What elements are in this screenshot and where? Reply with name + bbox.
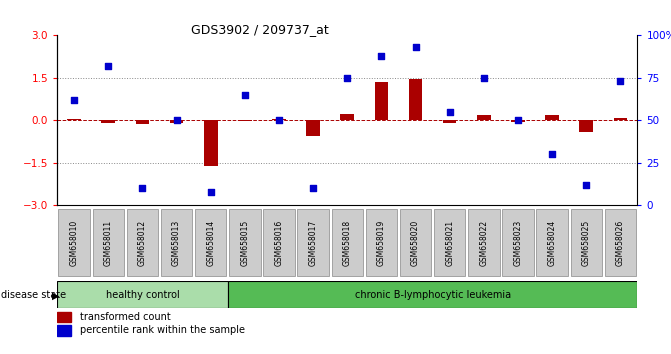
Text: GSM658019: GSM658019 [377, 219, 386, 266]
Text: GSM658014: GSM658014 [206, 219, 215, 266]
Text: GSM658025: GSM658025 [582, 219, 590, 266]
Bar [57, 281, 227, 308]
Bar [580, 120, 593, 132]
Bar [331, 209, 363, 276]
Text: GSM658021: GSM658021 [445, 219, 454, 266]
Text: GSM658016: GSM658016 [274, 219, 283, 266]
Text: GSM658017: GSM658017 [309, 219, 317, 266]
Text: GSM658012: GSM658012 [138, 219, 147, 266]
Bar [536, 209, 568, 276]
Point [103, 63, 113, 69]
Text: GSM658010: GSM658010 [70, 219, 79, 266]
Bar [468, 209, 499, 276]
Bar [570, 209, 602, 276]
Point [205, 189, 216, 195]
Text: ▶: ▶ [52, 291, 59, 301]
Bar [374, 82, 389, 120]
Text: percentile rank within the sample: percentile rank within the sample [81, 325, 246, 336]
Bar [409, 79, 422, 120]
Bar [58, 209, 90, 276]
Bar [67, 119, 81, 120]
Bar [161, 209, 192, 276]
Bar [366, 209, 397, 276]
Text: GDS3902 / 209737_at: GDS3902 / 209737_at [191, 23, 329, 36]
Point [240, 92, 250, 98]
Text: disease state: disease state [1, 290, 66, 299]
Bar [204, 120, 217, 166]
Bar [605, 209, 636, 276]
Text: GSM658024: GSM658024 [548, 219, 557, 266]
Point [274, 118, 285, 123]
Point [547, 152, 558, 157]
Text: GSM658026: GSM658026 [616, 219, 625, 266]
Bar [93, 209, 124, 276]
Text: GSM658018: GSM658018 [343, 219, 352, 266]
Point [615, 79, 626, 84]
Bar [195, 209, 226, 276]
Point [171, 118, 182, 123]
Text: GSM658015: GSM658015 [240, 219, 250, 266]
Bar [511, 120, 525, 122]
Bar [306, 120, 320, 136]
Bar [101, 120, 115, 123]
Bar [229, 209, 260, 276]
Text: GSM658022: GSM658022 [479, 219, 488, 266]
Bar [57, 325, 71, 336]
Bar [297, 209, 329, 276]
Text: GSM658013: GSM658013 [172, 219, 181, 266]
Text: GSM658020: GSM658020 [411, 219, 420, 266]
Text: healthy control: healthy control [105, 290, 179, 300]
Bar [170, 120, 183, 122]
Text: chronic B-lymphocytic leukemia: chronic B-lymphocytic leukemia [354, 290, 511, 300]
Bar [613, 118, 627, 120]
Bar [136, 120, 149, 124]
Text: transformed count: transformed count [81, 312, 171, 322]
Bar [434, 209, 466, 276]
Text: GSM658011: GSM658011 [104, 219, 113, 266]
Point [410, 45, 421, 50]
Bar [400, 209, 431, 276]
Point [581, 182, 592, 188]
Point [376, 53, 386, 59]
Point [444, 109, 455, 115]
Text: GSM658023: GSM658023 [513, 219, 523, 266]
Bar [57, 312, 71, 322]
Bar [340, 114, 354, 120]
Point [342, 75, 353, 81]
Bar [227, 281, 637, 308]
Point [68, 97, 79, 103]
Bar [443, 120, 456, 122]
Point [308, 185, 319, 191]
Point [513, 118, 523, 123]
Point [478, 75, 489, 81]
Point [137, 185, 148, 191]
Bar [546, 115, 559, 120]
Bar [127, 209, 158, 276]
Bar [238, 120, 252, 121]
Bar [272, 119, 286, 120]
Bar [477, 115, 491, 120]
Bar [263, 209, 295, 276]
Bar [503, 209, 533, 276]
